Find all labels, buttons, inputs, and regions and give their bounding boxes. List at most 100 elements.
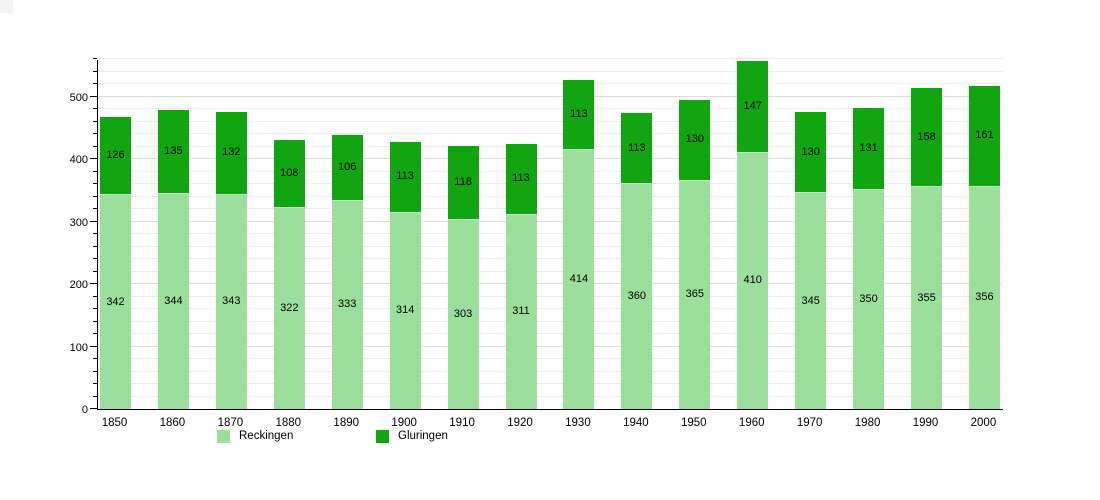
bar-segment-gluringen: 147 <box>737 60 769 153</box>
corner-artifact <box>0 0 13 13</box>
x-tick-label: 1980 <box>854 417 881 429</box>
bar-value-label: 106 <box>338 160 357 173</box>
y-tick-minor <box>93 120 97 122</box>
bar-value-label: 113 <box>396 170 414 183</box>
bar-value-label: 147 <box>743 99 762 112</box>
x-tick-label: 1910 <box>449 417 475 429</box>
bar-segment-reckingen: 314 <box>389 212 421 409</box>
bar-value-label: 414 <box>569 273 589 286</box>
gridline-minor <box>98 83 1003 84</box>
bar-segment-reckingen: 333 <box>331 200 363 409</box>
gridline-minor <box>98 70 1003 72</box>
legend-swatch-reckingen <box>217 430 230 443</box>
bar-segment-gluringen: 113 <box>389 142 421 213</box>
bar-value-label: 410 <box>743 274 762 287</box>
bar-segment-gluringen: 118 <box>447 145 479 220</box>
gridline-minor <box>98 258 1003 259</box>
gridline-minor <box>98 395 1003 397</box>
gridline-minor <box>98 120 1003 122</box>
y-tick-minor <box>93 383 97 384</box>
gridline-minor <box>98 195 1003 197</box>
gridline-minor <box>98 108 1003 109</box>
plot-area: 342 126 344 135 343 132 322 108 333 106 314 113 303 1… <box>90 58 1003 410</box>
bar-segment-gluringen: 158 <box>911 88 943 188</box>
y-tick-major <box>90 283 97 284</box>
gridline-major <box>98 283 1003 284</box>
gridline-major <box>98 158 1003 159</box>
bar-segment-gluringen: 108 <box>273 140 305 208</box>
x-tick-label: 1960 <box>738 417 765 429</box>
x-tick-label: 1990 <box>912 417 939 429</box>
y-tick-minor <box>93 295 97 297</box>
x-tick-label: 1870 <box>217 417 244 429</box>
y-tick-minor <box>93 108 97 109</box>
y-tick-major <box>90 345 97 347</box>
bar-segment-reckingen: 344 <box>157 194 189 409</box>
y-tick-label: 300 <box>69 216 88 229</box>
y-tick-major <box>90 158 97 159</box>
x-tick-label: 1900 <box>391 417 417 429</box>
legend-swatch-gluringen <box>376 430 389 443</box>
x-tick-label: 1930 <box>565 417 591 429</box>
x-tick-label: 1920 <box>507 417 533 429</box>
bar-value-label: 311 <box>512 305 530 318</box>
gridline-minor <box>98 333 1003 334</box>
bar-value-label: 314 <box>395 304 415 317</box>
bar-segment-reckingen: 311 <box>505 214 537 409</box>
y-tick-label: 500 <box>69 91 88 104</box>
bar-value-label: 130 <box>801 145 820 158</box>
x-tick-label: 1880 <box>275 417 302 429</box>
bar-value-label: 113 <box>628 141 646 154</box>
y-tick-minor <box>93 370 97 372</box>
gridline-major <box>98 220 1003 222</box>
gridline-major <box>98 95 1003 97</box>
bar-value-label: 342 <box>106 295 125 308</box>
gridline-minor <box>98 233 1003 234</box>
y-tick-major <box>90 95 97 97</box>
bar-segment-gluringen: 113 <box>505 144 537 215</box>
y-tick-minor <box>93 395 97 397</box>
bar-value-label: 333 <box>338 298 357 311</box>
gridline-minor <box>98 370 1003 372</box>
x-tick-label: 1940 <box>623 417 649 429</box>
y-tick-minor <box>93 358 97 359</box>
gridline-minor <box>98 295 1003 297</box>
bar-segment-gluringen: 113 <box>621 113 653 184</box>
bar-value-label: 356 <box>975 291 994 304</box>
bar-value-label: 158 <box>917 130 936 143</box>
gridline-minor <box>98 245 1003 247</box>
gridline-minor <box>98 383 1003 384</box>
y-tick-label: 100 <box>69 341 88 354</box>
bar-segment-reckingen: 322 <box>273 207 305 409</box>
bar-segment-reckingen: 360 <box>621 184 653 409</box>
bar-value-label: 113 <box>570 107 588 120</box>
bar-segment-reckingen: 303 <box>447 219 479 409</box>
x-tick-label: 1970 <box>796 417 823 429</box>
bar-segment-gluringen: 132 <box>215 112 247 195</box>
bar-value-label: 113 <box>512 172 530 185</box>
bar-value-label: 322 <box>280 301 299 314</box>
y-tick-minor <box>93 145 97 147</box>
bar-segment-reckingen: 343 <box>215 194 247 409</box>
y-tick-minor <box>93 245 97 247</box>
gridline-major <box>98 345 1003 347</box>
gridline-minor <box>98 58 1003 59</box>
gridline-minor <box>98 270 1003 272</box>
y-tick-minor <box>93 70 97 72</box>
bar-value-label: 343 <box>222 295 241 308</box>
y-tick-label: 400 <box>69 154 88 166</box>
bar-value-label: 161 <box>975 129 994 142</box>
y-tick-minor <box>93 333 97 334</box>
bar-value-label: 132 <box>222 146 241 159</box>
x-tick-label: 1890 <box>333 417 360 429</box>
bar-segment-reckingen: 410 <box>737 152 769 409</box>
bar-segment-gluringen: 131 <box>853 108 885 191</box>
bar-segment-gluringen: 135 <box>157 109 189 194</box>
bar-segment-reckingen: 350 <box>853 190 885 409</box>
y-tick-label: 0 <box>81 404 88 416</box>
x-tick-label: 1950 <box>681 417 707 429</box>
bar-segment-reckingen: 414 <box>563 150 595 409</box>
bar-value-label: 118 <box>454 175 472 188</box>
bar-value-label: 131 <box>859 142 878 155</box>
y-tick-minor <box>93 133 97 134</box>
